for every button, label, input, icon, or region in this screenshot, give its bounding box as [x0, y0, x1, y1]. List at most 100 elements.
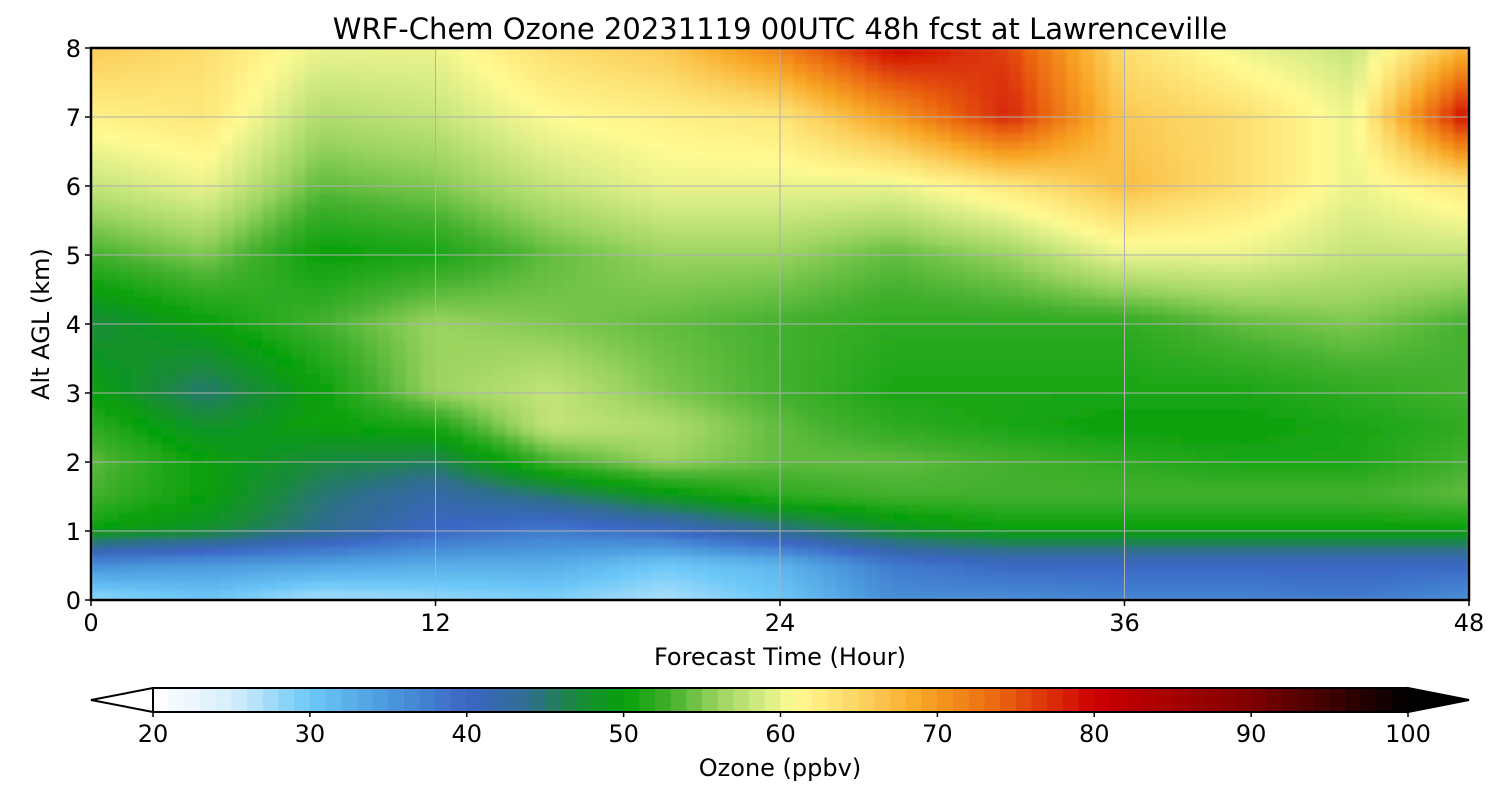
field-cell: [979, 305, 997, 317]
field-cell: [664, 452, 681, 464]
field-cell: [1453, 124, 1469, 136]
field-cell: [247, 426, 265, 438]
field-cell: [1123, 141, 1140, 153]
field-cell: [822, 176, 839, 188]
field-cell: [1439, 116, 1456, 127]
field-cell: [822, 400, 839, 412]
field-cell: [147, 219, 164, 231]
field-cell: [1037, 245, 1054, 257]
field-cell: [678, 288, 695, 300]
field-cell: [161, 366, 179, 377]
field-cell: [893, 400, 911, 412]
field-cell: [707, 210, 724, 222]
field-cell: [1324, 176, 1341, 188]
field-cell: [951, 478, 968, 489]
field-cell: [1137, 236, 1155, 248]
field-cell: [1439, 159, 1456, 170]
field-cell: [1453, 48, 1469, 58]
field-cell: [1094, 366, 1112, 377]
field-cell: [1094, 297, 1112, 308]
field-cell: [908, 409, 925, 420]
field-cell: [1094, 374, 1112, 386]
field-cell: [1338, 98, 1356, 110]
field-cell: [219, 323, 236, 334]
field-cell: [908, 417, 925, 429]
field-cell: [305, 271, 322, 282]
field-cell: [477, 452, 494, 464]
field-cell: [592, 357, 609, 369]
field-cell: [1094, 340, 1112, 351]
field-cell: [377, 461, 394, 472]
field-cell: [707, 400, 724, 412]
field-cell: [190, 435, 207, 446]
field-cell: [621, 72, 638, 84]
field-cell: [1267, 426, 1284, 438]
field-cell: [1410, 271, 1427, 282]
field-cell: [161, 202, 179, 213]
field-cell: [334, 443, 351, 455]
field-cell: [1281, 461, 1298, 472]
field-cell: [247, 81, 265, 93]
field-cell: [233, 185, 250, 196]
field-cell: [1223, 469, 1241, 481]
field-cell: [1367, 297, 1384, 308]
field-cell: [204, 426, 222, 438]
field-cell: [448, 288, 466, 300]
field-cell: [822, 228, 839, 239]
field-cell: [664, 305, 681, 317]
field-cell: [1051, 116, 1069, 127]
field-cell: [735, 81, 753, 93]
field-cell: [1008, 236, 1026, 248]
field-cell: [893, 55, 911, 67]
field-cell: [305, 323, 322, 334]
field-cell: [807, 435, 825, 446]
field-cell: [1066, 210, 1083, 222]
field-cell: [147, 228, 164, 239]
field-cell: [161, 245, 179, 257]
field-cell: [520, 392, 537, 403]
field-cell: [377, 314, 394, 326]
field-cell: [463, 461, 480, 472]
field-cell: [850, 366, 868, 377]
field-cell: [477, 271, 494, 282]
field-cell: [276, 461, 293, 472]
field-cell: [104, 495, 121, 507]
field-cell: [836, 193, 853, 205]
field-cell: [133, 116, 150, 127]
field-cell: [1381, 409, 1399, 420]
field-cell: [204, 107, 222, 119]
field-cell: [219, 305, 236, 317]
field-cell: [276, 323, 293, 334]
field-cell: [1152, 202, 1169, 213]
field-cell: [578, 202, 595, 213]
field-cell: [979, 478, 997, 489]
field-cell: [1195, 133, 1212, 144]
field-cell: [190, 81, 207, 93]
field-cell: [879, 193, 896, 205]
field-cell: [979, 400, 997, 412]
field-cell: [764, 98, 781, 110]
field-cell: [1152, 219, 1169, 231]
field-cell: [405, 314, 423, 326]
field-cell: [850, 98, 868, 110]
field-cell: [678, 262, 695, 274]
field-cell: [735, 271, 753, 282]
field-cell: [1267, 314, 1284, 326]
field-cell: [707, 314, 724, 326]
field-cell: [1209, 383, 1226, 395]
field-cell: [247, 409, 265, 420]
field-cell: [879, 150, 896, 162]
field-cell: [262, 435, 279, 446]
field-cell: [649, 288, 667, 300]
field-cell: [1080, 185, 1097, 196]
field-cell: [1367, 357, 1384, 369]
field-cell: [879, 417, 896, 429]
field-cell: [1080, 340, 1097, 351]
field-cell: [879, 305, 896, 317]
field-cell: [448, 228, 466, 239]
field-cell: [247, 202, 265, 213]
field-cell: [649, 159, 667, 170]
field-cell: [1353, 236, 1370, 248]
field-cell: [1137, 357, 1155, 369]
field-cell: [735, 124, 753, 136]
